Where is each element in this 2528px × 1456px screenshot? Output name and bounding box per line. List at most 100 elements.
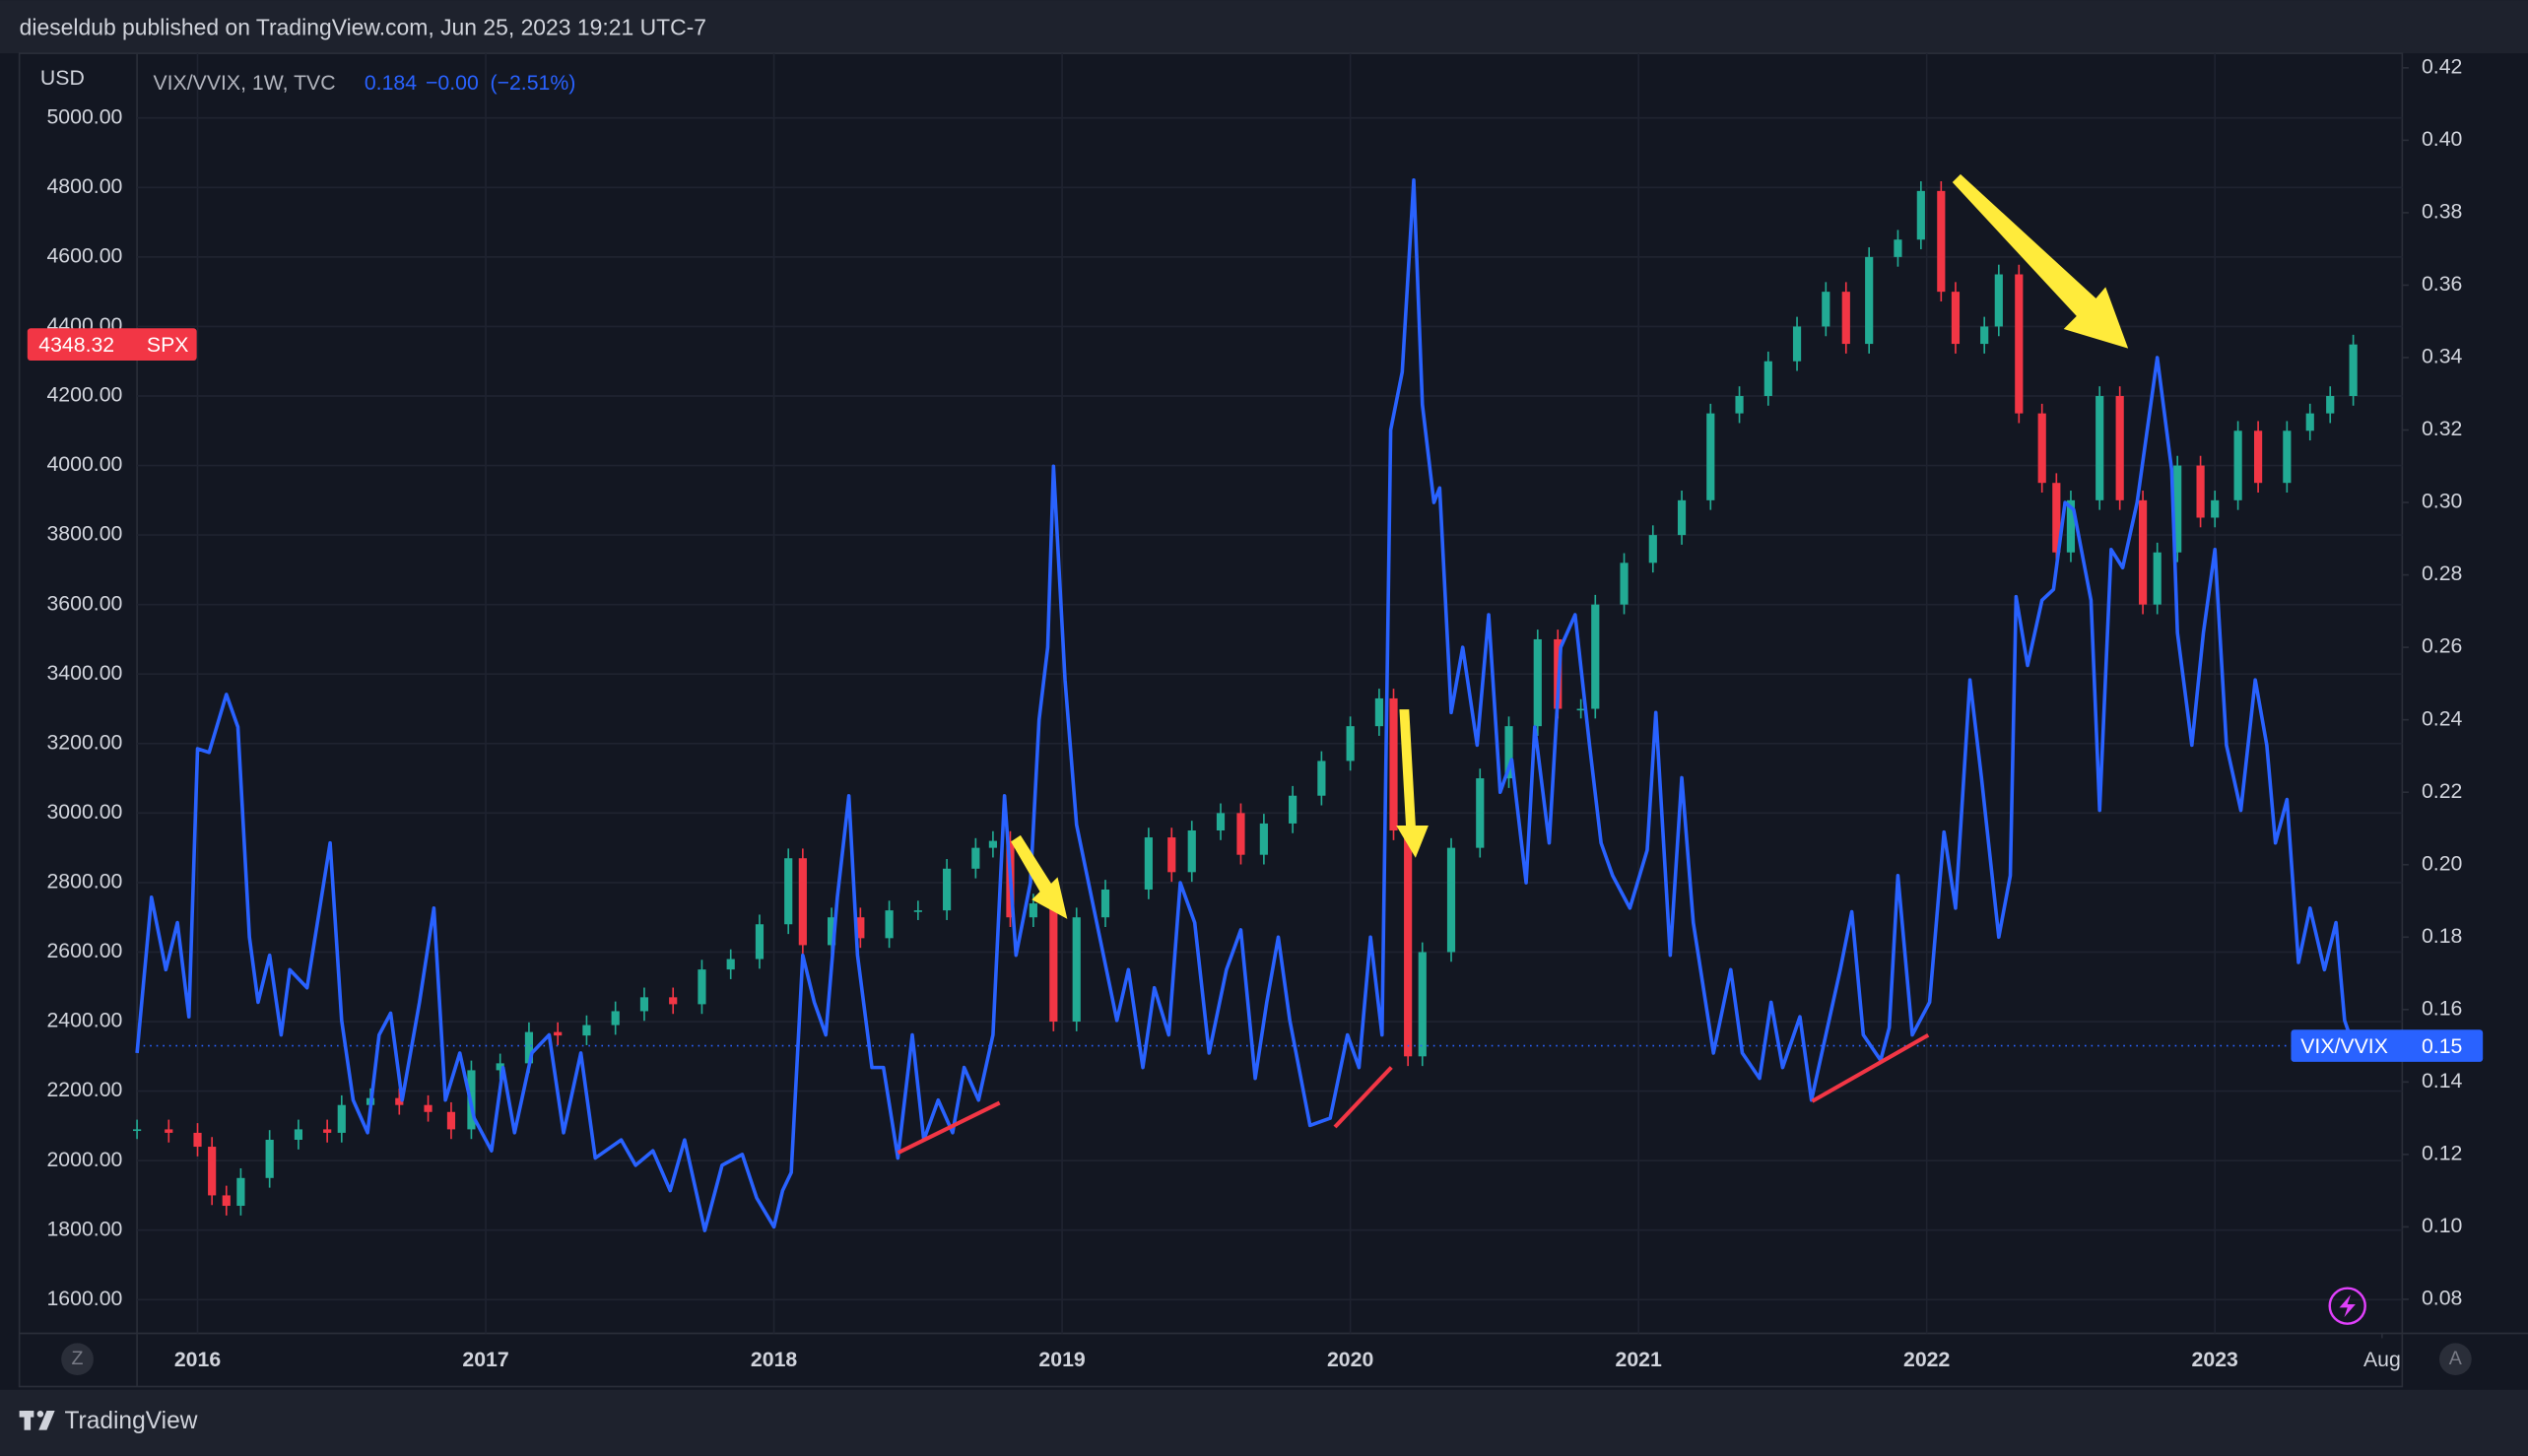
alert-icon[interactable] [2328,1287,2366,1325]
y2-tick-label: 0.22 [2422,779,2462,803]
candle [971,847,980,869]
candle [165,1129,173,1133]
arrow [1952,173,2129,349]
candle [1980,326,1989,345]
x-tick-label: Aug [2363,1348,2401,1371]
button[interactable] [2438,1343,2472,1376]
candle [193,1132,202,1148]
candle [2211,499,2220,518]
candle [208,1147,217,1196]
candle [2233,430,2242,500]
y-tick-label: 2800.00 [46,870,122,893]
candle [2015,274,2024,414]
candle [2173,465,2182,553]
candle [798,858,807,946]
candle [1620,563,1629,605]
button-label[interactable]: Z [72,1348,84,1369]
candle [1994,274,2003,327]
candle [988,840,997,848]
candle [1289,795,1297,824]
candle [337,1104,346,1133]
y2-tick-label: 0.26 [2422,634,2462,658]
y-tick-label: 5000.00 [46,104,122,128]
y-tick-label: 4800.00 [46,174,122,198]
y-tick-label: 3800.00 [46,522,122,546]
x-tick-label: 2021 [1616,1348,1662,1371]
y2-tick-label: 0.38 [2422,200,2462,224]
line-series [135,178,2356,1232]
candle [2138,499,2148,605]
candle [1404,829,1413,1057]
y-tick-label: 3600.00 [46,591,122,615]
trend-line [1333,1066,1393,1129]
candle [1029,903,1037,918]
candle [236,1177,245,1207]
y2-tick-label: 0.14 [2422,1069,2463,1092]
candle [784,858,793,925]
legend-value: 0.184 [365,71,417,95]
candle [1792,326,1802,362]
candle [1648,535,1657,563]
x-tick-label: 2022 [1903,1348,1950,1371]
alert-icon-bolt[interactable] [2339,1294,2356,1318]
y2-tick-label: 0.28 [2422,562,2462,585]
candle [1187,829,1196,873]
candle [1916,190,1925,240]
candle [1216,813,1226,830]
y-tick-label: 3400.00 [46,661,122,685]
candle [1100,889,1110,918]
y2-tick-label: 0.10 [2422,1214,2462,1237]
button-label[interactable]: A [2449,1348,2463,1369]
grid: 1600.00 1800.00 2000.00 2200.00 2400.00 2600.… [46,53,2463,1371]
candle [1072,917,1081,1023]
candle [1374,697,1383,727]
candle [913,910,922,912]
y2-tick-label: 0.42 [2422,54,2462,78]
candle [2349,344,2358,396]
y2-tick-label: 0.40 [2422,127,2462,151]
y2-tick-label: 0.12 [2422,1141,2462,1164]
candle [1476,778,1485,848]
y2-tick-label: 0.20 [2422,851,2462,875]
candle [323,1129,332,1133]
candle [1763,361,1772,396]
y-tick-label: 4600.00 [46,243,122,267]
candle [2326,395,2335,414]
candle [2196,465,2205,518]
plot: 4348.32 SPX VIX/VVIX 0.15 [27,178,2484,1232]
button[interactable] [61,1343,94,1376]
candle [1504,726,1513,779]
candle [1346,726,1355,761]
candle [1533,638,1542,727]
y-tick-label: 1600.00 [46,1287,122,1310]
y2-tick-label: 0.16 [2422,996,2462,1020]
candle [1841,292,1850,345]
candle [2153,552,2162,605]
footer-text: TradingView [64,1408,197,1434]
candle [582,1025,591,1036]
y-tick-label: 2400.00 [46,1009,122,1032]
footer-logo [19,1411,55,1430]
candle [1317,761,1326,796]
y2-tick-label: 0.36 [2422,272,2462,296]
candle [827,917,836,946]
candle [943,868,952,911]
header-text: dieseldub published on TradingView.com, … [20,15,706,40]
y2-tick-label: 0.08 [2422,1287,2462,1310]
candle [2254,430,2263,484]
candle [2096,395,2104,500]
candle [1822,292,1830,327]
x-tick-label: 2016 [174,1348,221,1371]
price-tag [2291,1029,2484,1062]
y2-tick-label: 0.32 [2422,417,2462,440]
candle [554,1031,563,1036]
logo-part [24,1411,32,1430]
y-tick-label: 2600.00 [46,939,122,962]
candle [446,1111,456,1130]
x-tick-label: 2020 [1327,1348,1373,1371]
logo-part [38,1411,55,1430]
candle [496,1063,504,1071]
candle [639,997,649,1012]
price-tag-name: VIX/VVIX [2300,1034,2388,1058]
logo-part [36,1411,44,1418]
